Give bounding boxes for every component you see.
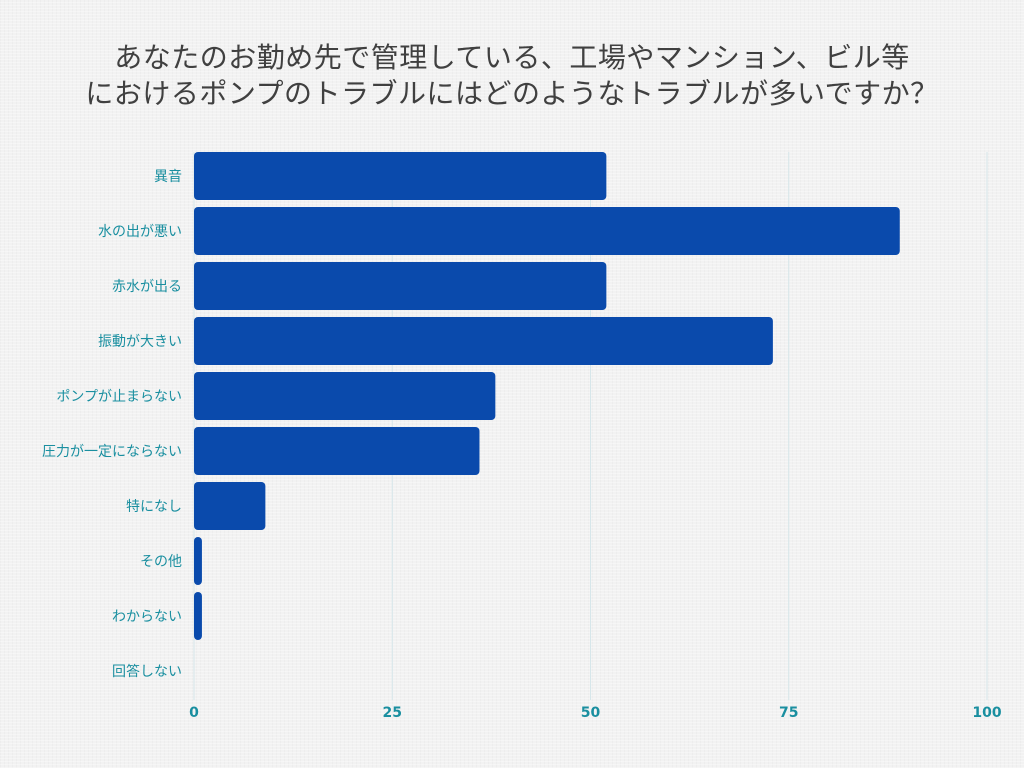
category-label: 特になし bbox=[126, 499, 182, 515]
chart-title: あなたのお勤め先で管理している、工場やマンション、ビル等 におけるポンプのトラブ… bbox=[0, 40, 1024, 112]
bar bbox=[194, 207, 900, 255]
category-labels: 異音水の出が悪い赤水が出る振動が大きいポンプが止まらない圧力が一定にならない特に… bbox=[42, 168, 182, 680]
category-label: 振動が大きい bbox=[98, 334, 182, 350]
x-tick-label: 0 bbox=[189, 705, 199, 721]
chart-title-line-2: におけるポンプのトラブルにはどのようなトラブルが多いですか？ bbox=[85, 77, 939, 110]
x-tick-label: 100 bbox=[972, 705, 1001, 721]
x-tick-label: 50 bbox=[581, 705, 601, 721]
category-label: ポンプが止まらない bbox=[56, 389, 182, 405]
category-label: わからない bbox=[112, 609, 182, 625]
bar bbox=[194, 317, 773, 365]
bar bbox=[194, 592, 202, 640]
chart-title-line-1: あなたのお勤め先で管理している、工場やマンション、ビル等 bbox=[114, 41, 910, 74]
x-tick-label: 75 bbox=[779, 705, 798, 721]
bar bbox=[194, 262, 607, 310]
x-axis-tick-labels: 0 25 50 75 100 bbox=[189, 705, 1002, 721]
category-label: その他 bbox=[140, 554, 182, 570]
bar bbox=[194, 537, 202, 585]
category-label: 異音 bbox=[154, 168, 182, 185]
bar bbox=[194, 372, 496, 420]
category-label: 回答しない bbox=[112, 663, 182, 680]
bars bbox=[194, 152, 900, 640]
category-label: 水の出が悪い bbox=[98, 224, 182, 240]
bar bbox=[194, 427, 480, 475]
category-label: 赤水が出る bbox=[112, 279, 182, 295]
x-tick-label: 25 bbox=[383, 705, 402, 721]
category-label: 圧力が一定にならない bbox=[42, 444, 182, 460]
bar bbox=[194, 482, 266, 530]
bar bbox=[194, 152, 607, 200]
